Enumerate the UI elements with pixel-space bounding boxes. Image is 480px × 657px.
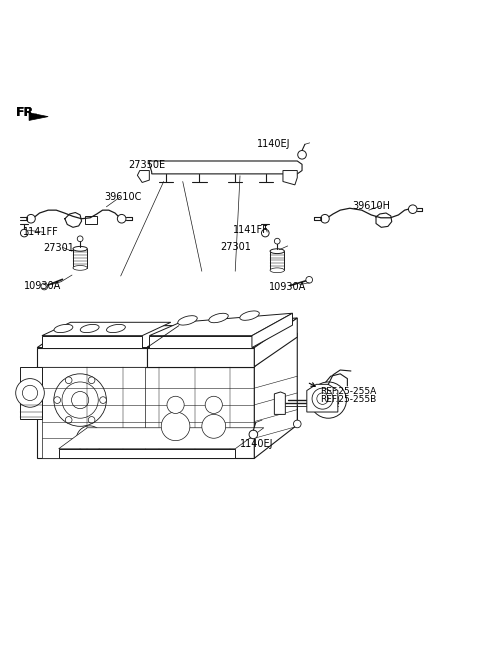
Polygon shape: [37, 333, 297, 367]
Circle shape: [298, 150, 306, 159]
Circle shape: [275, 238, 280, 244]
Circle shape: [205, 396, 222, 413]
Text: 1141FF: 1141FF: [233, 225, 269, 235]
Ellipse shape: [107, 325, 125, 332]
Circle shape: [306, 277, 312, 283]
Polygon shape: [307, 384, 338, 412]
Circle shape: [161, 412, 190, 441]
Bar: [85, 216, 97, 225]
Ellipse shape: [209, 313, 228, 323]
Ellipse shape: [178, 315, 197, 325]
Circle shape: [72, 392, 89, 409]
Ellipse shape: [73, 265, 87, 270]
Text: 10930A: 10930A: [269, 281, 306, 292]
Polygon shape: [149, 336, 252, 348]
Circle shape: [23, 385, 37, 401]
Circle shape: [312, 388, 333, 409]
Text: 27350E: 27350E: [128, 160, 165, 170]
Text: REF.25-255A: REF.25-255A: [320, 387, 376, 396]
Ellipse shape: [73, 246, 87, 251]
Ellipse shape: [54, 325, 73, 332]
Circle shape: [16, 378, 44, 407]
Circle shape: [76, 426, 103, 453]
Polygon shape: [42, 336, 142, 348]
Text: 39610H: 39610H: [352, 201, 390, 212]
Circle shape: [167, 396, 184, 413]
Polygon shape: [37, 348, 147, 367]
Circle shape: [54, 397, 60, 403]
Circle shape: [249, 430, 258, 439]
Polygon shape: [137, 171, 149, 183]
Polygon shape: [252, 313, 292, 348]
Polygon shape: [149, 313, 292, 336]
Polygon shape: [21, 367, 42, 419]
Polygon shape: [59, 449, 235, 459]
Circle shape: [202, 415, 226, 438]
Circle shape: [41, 283, 48, 290]
Circle shape: [88, 377, 95, 384]
Polygon shape: [254, 318, 297, 367]
Circle shape: [317, 393, 328, 404]
Polygon shape: [275, 392, 285, 415]
Circle shape: [77, 236, 83, 242]
Polygon shape: [254, 333, 297, 459]
Circle shape: [318, 390, 339, 411]
Circle shape: [321, 214, 329, 223]
Polygon shape: [149, 161, 302, 174]
Polygon shape: [37, 326, 179, 348]
Circle shape: [100, 397, 107, 403]
Text: 1140EJ: 1140EJ: [240, 440, 274, 449]
Circle shape: [310, 382, 347, 419]
Polygon shape: [42, 367, 144, 459]
Ellipse shape: [270, 268, 284, 273]
Ellipse shape: [240, 311, 259, 321]
Text: 1140EJ: 1140EJ: [257, 139, 290, 149]
Text: REF.25-255B: REF.25-255B: [320, 395, 376, 404]
Text: 1141FF: 1141FF: [23, 227, 59, 237]
Polygon shape: [42, 323, 171, 336]
Polygon shape: [29, 113, 48, 120]
Text: FR.: FR.: [16, 106, 39, 119]
Text: FR.: FR.: [16, 106, 39, 119]
Circle shape: [54, 374, 107, 426]
Ellipse shape: [80, 325, 99, 332]
Circle shape: [88, 417, 95, 423]
Circle shape: [65, 377, 72, 384]
Polygon shape: [270, 251, 284, 270]
Text: 27301: 27301: [43, 243, 74, 254]
Circle shape: [65, 417, 72, 423]
Text: 10930A: 10930A: [24, 281, 61, 290]
Polygon shape: [147, 348, 254, 367]
Polygon shape: [73, 249, 87, 268]
Circle shape: [262, 229, 269, 237]
Circle shape: [27, 214, 35, 223]
Polygon shape: [59, 428, 264, 449]
Circle shape: [408, 205, 417, 214]
Circle shape: [21, 229, 28, 237]
Polygon shape: [283, 171, 297, 185]
Polygon shape: [37, 367, 254, 459]
Text: 39610C: 39610C: [104, 193, 142, 202]
Polygon shape: [147, 318, 297, 348]
Ellipse shape: [270, 249, 284, 254]
Circle shape: [117, 214, 126, 223]
Circle shape: [82, 432, 97, 447]
Circle shape: [293, 420, 301, 428]
Text: 27301: 27301: [220, 242, 251, 252]
Circle shape: [62, 382, 98, 419]
